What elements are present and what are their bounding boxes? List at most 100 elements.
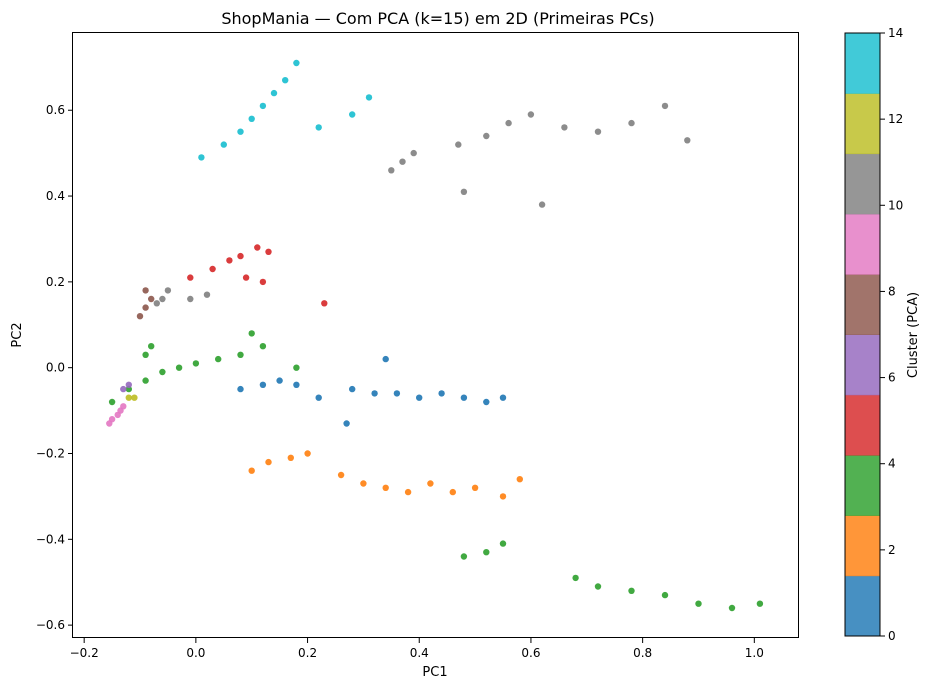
data-point-cluster-11	[131, 394, 138, 401]
data-point-cluster-2	[516, 476, 523, 483]
data-point-cluster-2	[404, 488, 412, 496]
colorbar-tick-label: 0	[888, 629, 896, 643]
data-point-cluster-0	[438, 390, 445, 397]
data-point-cluster-6	[254, 244, 261, 251]
data-point-cluster-10	[455, 141, 462, 148]
data-point-cluster-10	[410, 149, 417, 157]
data-point-cluster-4	[175, 364, 183, 371]
data-point-cluster-14	[293, 59, 300, 67]
data-point-cluster-14	[237, 128, 244, 135]
data-point-cluster-8	[142, 304, 149, 311]
data-point-cluster-4	[108, 398, 116, 406]
data-point-cluster-0	[293, 381, 300, 388]
data-point-cluster-0	[371, 390, 378, 397]
data-point-cluster-2	[382, 484, 389, 491]
colorbar-tick-label: 8	[888, 284, 896, 298]
x-axis: −0.2 0.0 0.2 0.4 0.6 0.8 1.0	[70, 638, 764, 660]
data-point-cluster-14	[198, 154, 205, 161]
data-point-cluster-0	[393, 390, 401, 397]
data-point-cluster-0	[276, 377, 283, 384]
x-tick-label: 0.2	[298, 646, 317, 660]
data-point-cluster-4	[215, 355, 222, 363]
data-point-cluster-10	[505, 119, 512, 127]
y-axis-label: PC2	[10, 322, 25, 347]
colorbar-band	[845, 153, 880, 215]
x-tick-label: −0.2	[70, 646, 99, 660]
data-point-cluster-8	[136, 313, 144, 320]
data-point-cluster-9	[120, 403, 127, 410]
y-tick-label: 0.2	[46, 275, 65, 289]
data-point-cluster-0	[315, 394, 322, 401]
data-point-cluster-4	[572, 574, 579, 582]
colorbar-band	[845, 213, 880, 275]
data-point-cluster-10	[187, 295, 194, 303]
data-point-cluster-8	[148, 295, 155, 303]
data-point-cluster-2	[337, 471, 345, 479]
data-point-cluster-14	[248, 115, 255, 123]
data-point-cluster-2	[427, 480, 434, 487]
data-point-cluster-4	[142, 377, 149, 384]
data-point-cluster-4	[756, 600, 764, 607]
data-point-cluster-14	[349, 111, 356, 118]
colorbar-tick-label: 12	[888, 112, 903, 126]
data-point-cluster-6	[265, 248, 272, 255]
data-point-cluster-14	[270, 89, 278, 97]
data-point-cluster-0	[483, 398, 490, 406]
data-point-cluster-6	[242, 274, 250, 281]
data-point-cluster-10	[661, 102, 669, 110]
data-point-cluster-4	[192, 360, 200, 367]
data-point-cluster-0	[349, 385, 356, 393]
colorbar-band	[845, 93, 880, 155]
colorbar-band	[845, 575, 880, 637]
data-point-cluster-10	[561, 124, 568, 131]
x-axis-label: PC1	[422, 665, 447, 680]
x-tick-label: 0.4	[410, 646, 429, 660]
data-point-cluster-10	[628, 119, 635, 127]
data-point-cluster-14	[220, 141, 227, 148]
data-point-cluster-2	[287, 454, 294, 461]
data-point-cluster-4	[628, 587, 635, 594]
data-point-cluster-14	[259, 102, 267, 110]
chart-title: ShopMania — Com PCA (k=15) em 2D (Primei…	[221, 9, 654, 28]
data-point-cluster-4	[460, 553, 468, 560]
data-point-cluster-4	[728, 604, 736, 612]
data-point-cluster-4	[159, 368, 166, 376]
colorbar-frame	[844, 32, 881, 637]
colorbar-tick-label: 4	[888, 457, 896, 471]
data-point-cluster-0	[343, 420, 350, 427]
y-tick-label: −0.6	[36, 618, 65, 632]
data-point-cluster-9	[108, 416, 116, 423]
colorbar-band	[845, 394, 880, 456]
data-point-cluster-2	[248, 467, 255, 474]
colorbar-band	[845, 515, 880, 577]
data-point-cluster-2	[265, 458, 272, 466]
data-point-cluster-0	[499, 394, 507, 401]
data-point-cluster-10	[538, 201, 546, 208]
y-tick-label: 0.4	[46, 189, 65, 203]
colorbar-tick-label: 10	[888, 198, 903, 212]
data-point-cluster-10	[164, 287, 172, 294]
data-point-cluster-14	[282, 77, 289, 84]
data-point-cluster-10	[483, 132, 490, 140]
data-point-cluster-4	[293, 364, 300, 371]
data-point-cluster-6	[237, 252, 244, 260]
x-tick-label: 0.0	[186, 646, 205, 660]
data-point-cluster-7	[120, 385, 127, 393]
data-point-cluster-10	[203, 291, 211, 298]
data-point-cluster-10	[159, 295, 166, 303]
data-point-cluster-0	[259, 381, 267, 388]
data-point-cluster-4	[142, 351, 149, 358]
data-point-cluster-2	[471, 484, 479, 491]
data-point-cluster-0	[460, 394, 468, 401]
data-point-cluster-8	[142, 287, 149, 294]
y-tick-label: 0.0	[46, 361, 65, 375]
data-point-cluster-10	[684, 137, 691, 144]
colorbar-band	[845, 334, 880, 396]
data-point-cluster-4	[248, 330, 255, 337]
colorbar-tick-label: 2	[888, 543, 896, 557]
x-tick-label: 0.8	[633, 646, 652, 660]
colorbar-tick-label: 14	[888, 26, 903, 40]
data-point-cluster-6	[259, 278, 267, 286]
